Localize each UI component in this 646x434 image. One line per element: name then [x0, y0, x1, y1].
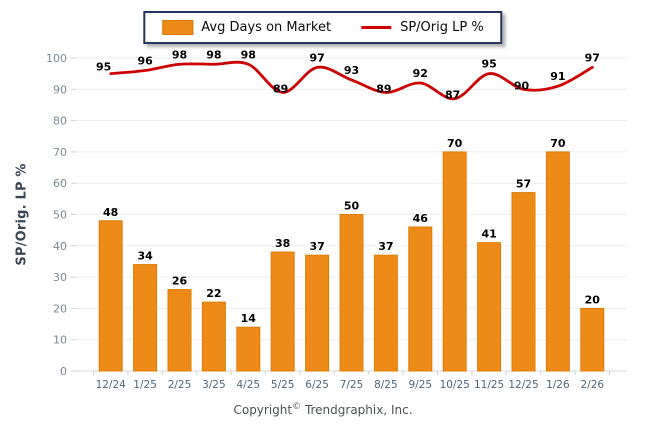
line-value-label: 97 — [585, 51, 600, 64]
bar-value-label: 26 — [172, 275, 188, 288]
bar — [236, 326, 261, 372]
bar — [133, 264, 158, 372]
line-value-label: 95 — [481, 58, 496, 71]
line-value-label: 93 — [344, 64, 359, 77]
y-tick-label: 70 — [53, 146, 67, 159]
copyright-text: Copyright© Trendgraphix, Inc. — [0, 402, 646, 417]
x-tick-label: 10/25 — [440, 379, 470, 391]
bar — [442, 151, 467, 372]
copyright-prefix: Copyright — [233, 403, 293, 417]
bar — [339, 214, 364, 372]
x-tick-label: 12/24 — [96, 379, 127, 391]
y-tick-label: 20 — [53, 302, 67, 315]
y-tick-label: 80 — [53, 115, 67, 128]
line-value-label: 87 — [445, 89, 460, 102]
chart-legend: Avg Days on Market SP/Orig LP % — [143, 11, 503, 44]
x-tick-label: 1/26 — [546, 379, 570, 391]
y-tick-label: 0 — [60, 365, 67, 378]
copyright-symbol: © — [292, 402, 302, 412]
y-axis-title: SP/Orig. LP % — [14, 163, 30, 266]
bar — [373, 254, 398, 372]
bar-value-label: 50 — [344, 200, 360, 213]
bar-value-label: 70 — [550, 137, 566, 150]
line-value-label: 89 — [273, 82, 288, 95]
y-tick-label: 90 — [53, 83, 67, 96]
bar — [408, 226, 433, 372]
line-value-label: 97 — [309, 51, 324, 64]
bar-value-label: 48 — [103, 206, 118, 219]
bar-value-label: 41 — [481, 228, 496, 241]
line-value-label: 98 — [172, 48, 187, 61]
x-tick-label: 4/25 — [237, 379, 261, 391]
bar — [305, 254, 330, 372]
y-tick-label: 10 — [53, 334, 67, 347]
x-tick-label: 3/25 — [202, 379, 226, 391]
x-tick-label: 6/25 — [305, 379, 329, 391]
bar-value-label: 46 — [413, 212, 429, 225]
bar — [545, 151, 570, 372]
bar — [167, 289, 192, 372]
x-tick-label: 7/25 — [340, 379, 364, 391]
line-value-label: 91 — [550, 70, 565, 83]
bar-value-label: 57 — [516, 178, 531, 191]
bar — [477, 242, 502, 372]
line-value-label: 96 — [137, 55, 153, 68]
x-tick-label: 1/25 — [133, 379, 157, 391]
line-value-label: 98 — [241, 48, 256, 61]
y-tick-label: 60 — [53, 177, 67, 190]
sp-orig-lp-line — [109, 60, 594, 101]
y-tick-label: 30 — [53, 271, 67, 284]
bar — [98, 220, 123, 372]
bar — [270, 251, 295, 372]
line-value-label: 89 — [376, 82, 391, 95]
legend-line-swatch-icon — [361, 26, 392, 29]
x-tick-label: 11/25 — [474, 379, 504, 391]
bar-value-label: 14 — [241, 312, 257, 325]
line-value-label: 90 — [514, 79, 530, 92]
bar — [201, 301, 226, 372]
y-tick-label: 100 — [46, 52, 67, 65]
line-value-label: 98 — [206, 48, 221, 61]
bar-value-label: 38 — [275, 237, 290, 250]
legend-line-label: SP/Orig LP % — [400, 20, 484, 35]
x-tick-label: 2/26 — [581, 379, 605, 391]
copyright-company: Trendgraphix, Inc. — [304, 403, 413, 417]
bar-value-label: 37 — [378, 240, 393, 253]
x-tick-label: 5/25 — [271, 379, 295, 391]
bar — [511, 192, 536, 372]
x-tick-label: 8/25 — [374, 379, 398, 391]
y-tick-label: 50 — [53, 209, 67, 222]
x-tick-label: 12/25 — [508, 379, 538, 391]
bar-value-label: 22 — [206, 287, 221, 300]
bar-value-label: 37 — [309, 240, 324, 253]
bar — [580, 307, 605, 372]
x-tick-label: 2/25 — [168, 379, 192, 391]
legend-bar-label: Avg Days on Market — [201, 20, 332, 35]
bar-value-label: 20 — [585, 293, 601, 306]
bar-value-label: 70 — [447, 137, 463, 150]
legend-bar-swatch-icon — [162, 20, 194, 35]
x-tick-label: 9/25 — [409, 379, 433, 391]
bar-value-label: 34 — [137, 250, 153, 263]
line-value-label: 95 — [96, 61, 111, 74]
y-tick-label: 40 — [53, 240, 67, 253]
line-value-label: 92 — [413, 67, 428, 80]
